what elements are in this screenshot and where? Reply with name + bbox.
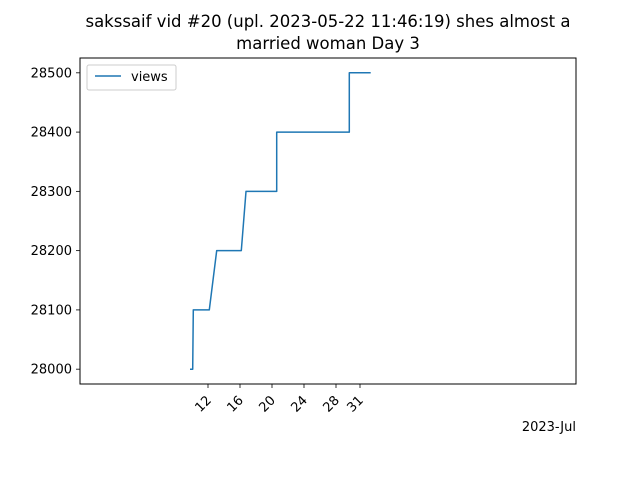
y-tick-label-28200: 28200 xyxy=(31,244,72,259)
y-tick-label-28500: 28500 xyxy=(31,66,72,81)
series-line-views xyxy=(190,72,371,370)
chart-title-line-1: sakssaif vid #20 (upl. 2023-05-22 11:46:… xyxy=(85,12,570,31)
chart-title-line-2: married woman Day 3 xyxy=(236,34,420,53)
legend-box xyxy=(86,64,177,91)
y-tick-label-28400: 28400 xyxy=(31,126,72,141)
y-tick-label-28000: 28000 xyxy=(31,363,72,378)
legend-label-views: views xyxy=(131,70,168,85)
y-tick-label-28100: 28100 xyxy=(31,303,72,318)
legend: views xyxy=(86,64,177,91)
x-axis-offset-label: 2023-Jul xyxy=(522,420,576,435)
plot-frame xyxy=(79,57,577,385)
y-tick-label-28300: 28300 xyxy=(31,185,72,200)
